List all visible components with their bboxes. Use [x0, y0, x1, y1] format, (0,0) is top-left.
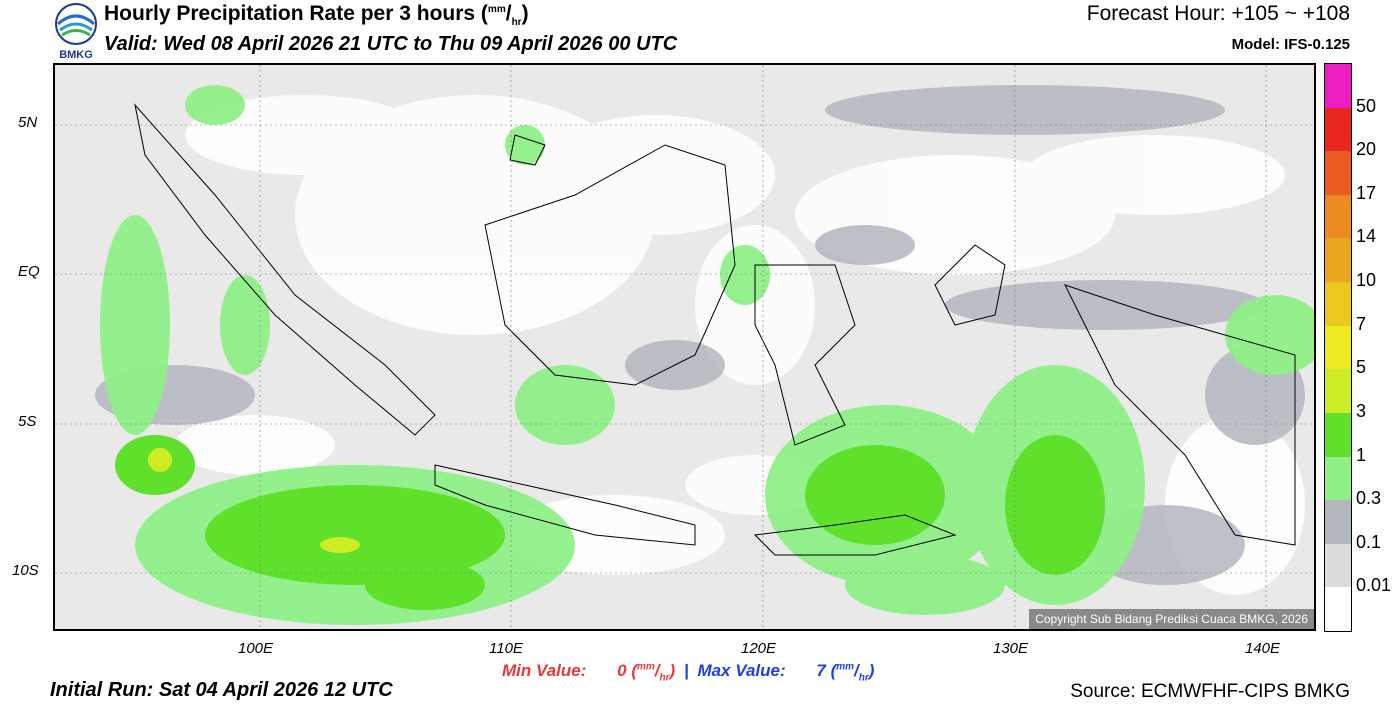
- colorbar-segment: [1325, 456, 1351, 501]
- lat-label-10s: 10S: [12, 562, 39, 579]
- colorbar-label: 14: [1356, 226, 1377, 247]
- forecast-hour: Forecast Hour: +105 ~ +108: [1086, 2, 1350, 25]
- colorbar-segment: [1325, 107, 1351, 152]
- colorbar-segment: [1325, 325, 1351, 370]
- copyright-label: Copyright Sub Bidang Prediksi Cuaca BMKG…: [1029, 609, 1314, 629]
- max-unit-num: mm: [836, 661, 855, 673]
- colorbar-segment: [1325, 543, 1351, 588]
- colorbar-label: 3: [1356, 400, 1367, 421]
- bmkg-logo-icon: [55, 3, 97, 45]
- colorbar-segment: [1325, 194, 1351, 239]
- lat-label-5s: 5S: [18, 413, 37, 430]
- colorbar-label: 0.01: [1356, 575, 1392, 596]
- colorbar-label: 5: [1356, 357, 1367, 378]
- title-units-close: ): [521, 2, 529, 25]
- title-units-slash: /: [505, 2, 512, 25]
- bmkg-logo-text: BMKG: [59, 49, 93, 61]
- title-units-num: mm: [487, 4, 506, 15]
- max-label: Max Value:: [697, 661, 786, 680]
- min-unit-den: hr: [659, 672, 670, 684]
- lon-label-130e: 130E: [993, 640, 1029, 657]
- chart-title: Hourly Precipitation Rate per 3 hours (m…: [104, 2, 529, 28]
- precipitation-map: Copyright Sub Bidang Prediksi Cuaca BMKG…: [53, 63, 1316, 631]
- min-unit-num: mm: [637, 661, 655, 673]
- min-label: Min Value:: [502, 661, 587, 680]
- colorbar-segment: [1325, 587, 1351, 631]
- map-canvas: [55, 65, 1314, 629]
- colorbar-label: 7: [1356, 313, 1367, 334]
- lon-label-120e: 120E: [741, 640, 777, 657]
- colorbar-label: 1: [1356, 444, 1367, 465]
- min-max-separator: |: [683, 661, 689, 680]
- lat-label-5n: 5N: [18, 114, 38, 131]
- lat-label-eq: EQ: [18, 263, 40, 280]
- colorbar-segment: [1325, 369, 1351, 413]
- colorbar-label: 50: [1356, 95, 1377, 116]
- colorbar-segment: [1325, 412, 1351, 457]
- colorbar-segment: [1325, 64, 1351, 108]
- lon-label-140e: 140E: [1245, 640, 1281, 657]
- colorbar-label: 0.1: [1356, 531, 1382, 552]
- colorbar: [1324, 63, 1352, 632]
- source-label: Source: ECMWFHF-CIPS BMKG: [1070, 681, 1350, 702]
- lon-label-100e: 100E: [238, 640, 274, 657]
- title-units-den: hr: [511, 17, 522, 29]
- max-unit-den: hr: [858, 672, 869, 684]
- min-value: 0: [617, 661, 627, 680]
- title-units-open: (: [475, 2, 488, 25]
- bmkg-logo: BMKG: [52, 2, 100, 61]
- min-unit: (mm/hr): [631, 661, 676, 684]
- colorbar-segment: [1325, 151, 1351, 195]
- max-unit: (mm/hr): [830, 661, 875, 684]
- model-label: Model: IFS-0.125: [1231, 36, 1350, 53]
- lon-label-110e: 110E: [489, 640, 523, 657]
- colorbar-label: 10: [1356, 270, 1377, 291]
- max-value: 7: [816, 661, 826, 680]
- title-text: Hourly Precipitation Rate per 3 hours: [104, 2, 476, 25]
- colorbar-label: 20: [1356, 139, 1377, 160]
- colorbar-segment: [1325, 238, 1351, 283]
- max-unit-slash: /: [854, 661, 859, 680]
- min-max-row: Min Value: 0 (mm/hr) | Max Value: 7 (mm/…: [502, 661, 874, 683]
- valid-period: Valid: Wed 08 April 2026 21 UTC to Thu 0…: [104, 33, 678, 55]
- initial-run: Initial Run: Sat 04 April 2026 12 UTC: [50, 679, 393, 701]
- colorbar-label: 17: [1356, 182, 1377, 203]
- colorbar-segment: [1325, 282, 1351, 326]
- colorbar-segment: [1325, 500, 1351, 544]
- min-unit-slash: /: [654, 661, 660, 680]
- colorbar-label: 0.3: [1356, 488, 1382, 509]
